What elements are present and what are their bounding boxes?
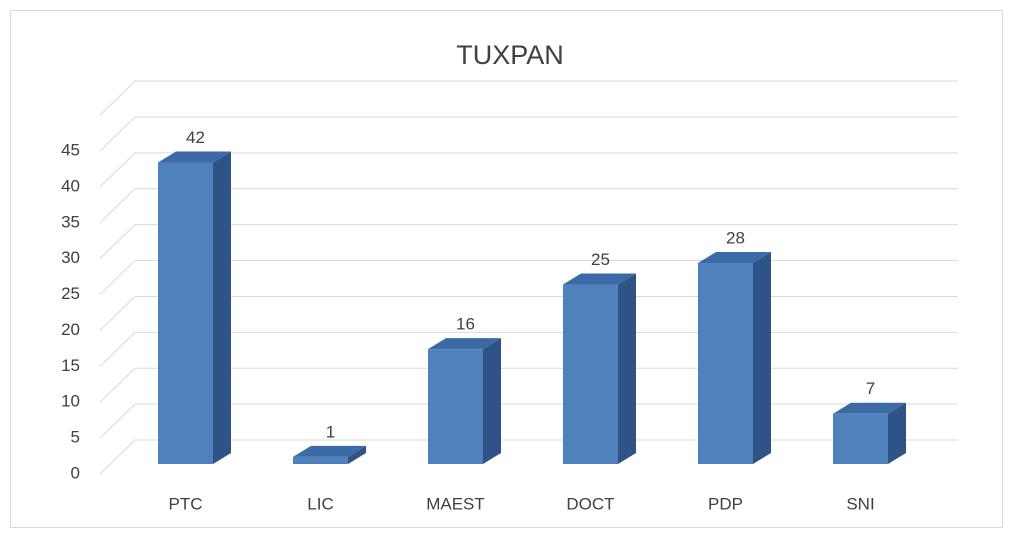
grid-line (99, 152, 136, 188)
x-tick-label: PTC (169, 494, 203, 513)
value-label: 25 (591, 250, 610, 269)
x-tick-label: SNI (846, 494, 874, 513)
y-tick-label: 15 (61, 356, 80, 375)
y-tick-label: 35 (61, 212, 80, 231)
grid-line (99, 439, 136, 475)
grid-line (99, 80, 136, 116)
y-tick-label: 20 (61, 320, 80, 339)
y-tick-label: 10 (61, 392, 80, 411)
bar-top (293, 445, 366, 457)
grid-line (99, 296, 136, 331)
bar (563, 284, 618, 464)
x-tick-label: PDP (708, 494, 743, 513)
value-label: 28 (726, 229, 745, 248)
bar-side (483, 338, 501, 464)
bar (833, 413, 888, 464)
grid-line (99, 331, 136, 367)
x-tick-label: MAEST (426, 494, 485, 513)
bar-top (563, 273, 636, 285)
bar-top (698, 252, 771, 264)
x-tick-label: LIC (307, 494, 333, 513)
y-tick-label: 45 (61, 140, 80, 159)
value-label: 1 (326, 422, 335, 441)
grid-line (99, 367, 136, 403)
bar-top (428, 338, 501, 350)
x-tick-label: DOCT (566, 494, 614, 513)
bar (428, 349, 483, 464)
y-tick-label: 30 (61, 248, 80, 267)
grid-line (99, 116, 136, 152)
value-label: 42 (186, 128, 205, 147)
bar-top (158, 151, 231, 163)
grid-line (99, 260, 136, 295)
bar (698, 263, 753, 464)
value-label: 7 (866, 379, 875, 398)
value-label: 16 (456, 315, 475, 334)
y-tick-label: 5 (71, 428, 80, 447)
grid-line (99, 224, 136, 260)
y-tick-label: 0 (71, 463, 80, 482)
grid-line (99, 403, 136, 439)
chart-title: TUXPAN (456, 40, 564, 70)
bar-side (753, 252, 771, 464)
bar (293, 456, 348, 464)
y-tick-label: 40 (61, 176, 80, 195)
bar-top (833, 402, 906, 414)
bar-side (348, 445, 366, 464)
bar (158, 162, 213, 465)
bar-side (213, 151, 231, 465)
y-tick-label: 25 (61, 284, 80, 303)
bar-side (888, 402, 906, 464)
bar-side (618, 273, 636, 464)
grid-line (99, 188, 136, 224)
